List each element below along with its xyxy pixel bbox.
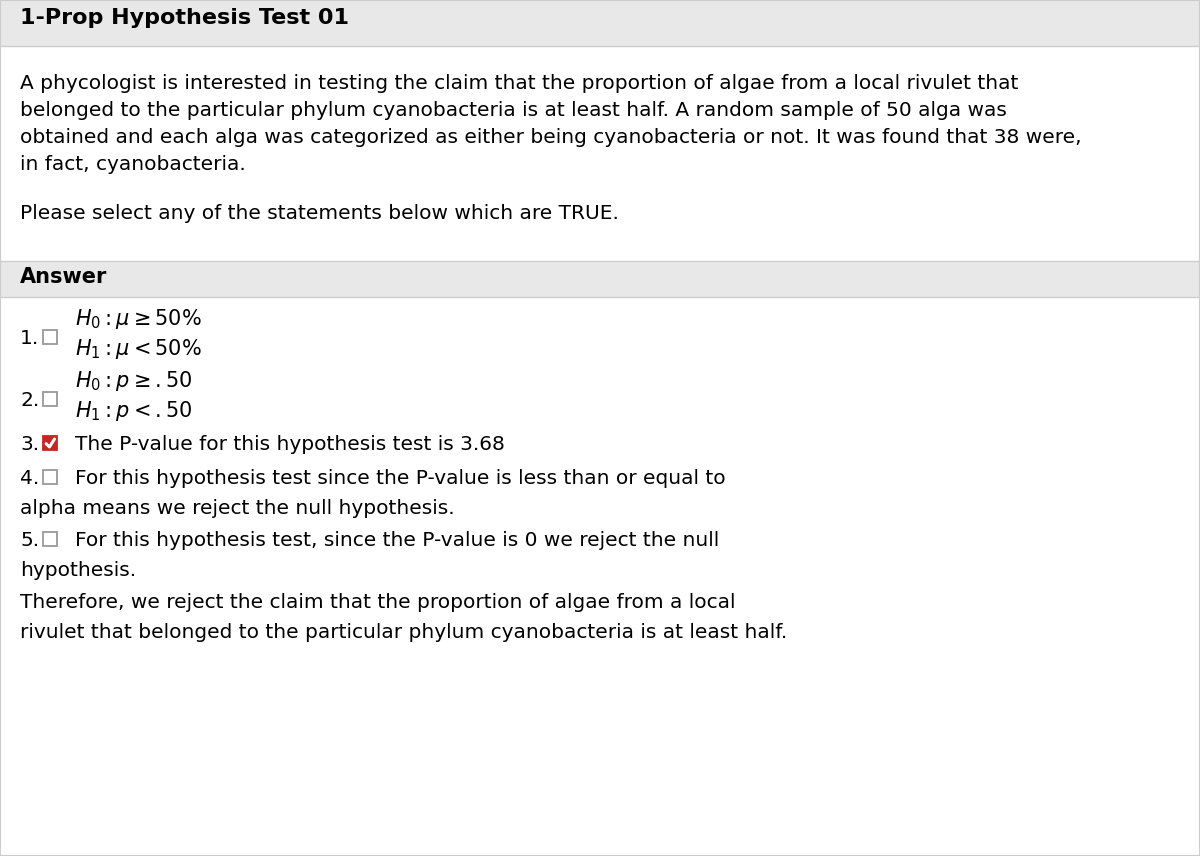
- Text: 5.: 5.: [20, 531, 40, 550]
- Text: $H_1: \mu < 50\%$: $H_1: \mu < 50\%$: [74, 337, 202, 361]
- Text: hypothesis.: hypothesis.: [20, 561, 136, 580]
- Text: 1-Prop Hypothesis Test 01: 1-Prop Hypothesis Test 01: [20, 8, 349, 28]
- Text: 2.: 2.: [20, 391, 40, 410]
- Text: obtained and each alga was categorized as either being cyanobacteria or not. It : obtained and each alga was categorized a…: [20, 128, 1081, 147]
- Text: 4.: 4.: [20, 469, 40, 488]
- Bar: [43, 392, 58, 406]
- Text: A phycologist is interested in testing the claim that the proportion of algae fr: A phycologist is interested in testing t…: [20, 74, 1019, 93]
- Text: 3.: 3.: [20, 435, 40, 454]
- Text: The P-value for this hypothesis test is 3.68: The P-value for this hypothesis test is …: [74, 435, 505, 454]
- Text: Please select any of the statements below which are TRUE.: Please select any of the statements belo…: [20, 204, 619, 223]
- Text: in fact, cyanobacteria.: in fact, cyanobacteria.: [20, 155, 246, 174]
- Text: 1.: 1.: [20, 329, 40, 348]
- Text: $H_0: \mu \geq 50\%$: $H_0: \mu \geq 50\%$: [74, 307, 202, 331]
- Bar: [43, 470, 58, 484]
- Text: For this hypothesis test since the P-value is less than or equal to: For this hypothesis test since the P-val…: [74, 469, 726, 488]
- Text: alpha means we reject the null hypothesis.: alpha means we reject the null hypothesi…: [20, 499, 455, 518]
- Text: belonged to the particular phylum cyanobacteria is at least half. A random sampl: belonged to the particular phylum cyanob…: [20, 101, 1007, 120]
- Text: For this hypothesis test, since the P-value is 0 we reject the null: For this hypothesis test, since the P-va…: [74, 531, 719, 550]
- Bar: [43, 532, 58, 546]
- Text: $H_0: p \geq .50$: $H_0: p \geq .50$: [74, 369, 192, 393]
- Bar: [43, 330, 58, 344]
- Bar: [0, 0, 1200, 46]
- Bar: [43, 436, 58, 450]
- Bar: [0, 261, 1200, 297]
- Text: Answer: Answer: [20, 267, 107, 287]
- Text: Therefore, we reject the claim that the proportion of algae from a local: Therefore, we reject the claim that the …: [20, 593, 736, 612]
- Text: rivulet that belonged to the particular phylum cyanobacteria is at least half.: rivulet that belonged to the particular …: [20, 623, 787, 642]
- Text: $H_1: p < .50$: $H_1: p < .50$: [74, 399, 192, 423]
